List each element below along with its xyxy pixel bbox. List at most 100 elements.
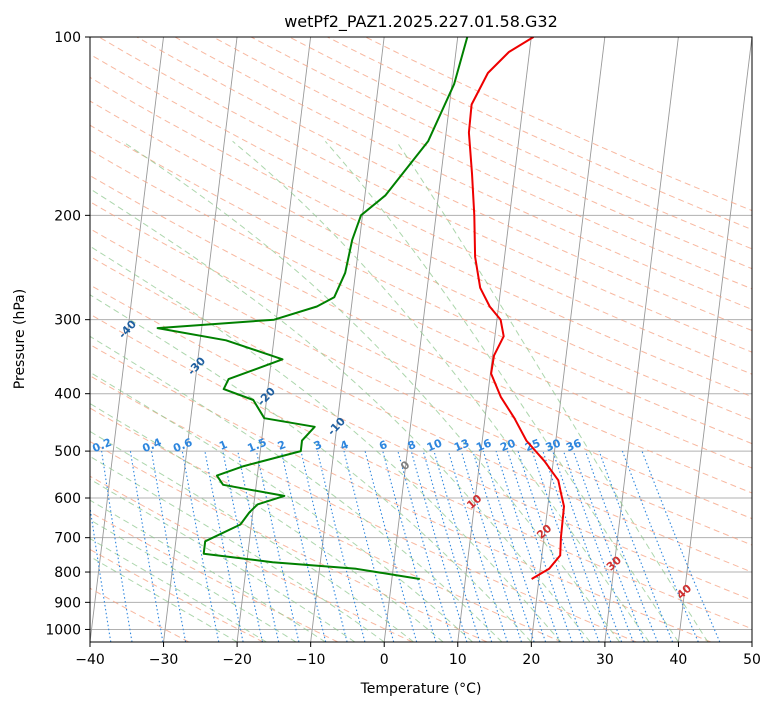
mixing-ratio-label: 13 <box>452 437 471 455</box>
y-tick-label: 200 <box>54 208 81 224</box>
mixing-ratio-line <box>237 450 280 642</box>
moist-adiabat-line <box>90 371 473 642</box>
mixing-ratio-label: 1.5 <box>246 436 269 455</box>
mixing-ratio-line <box>433 450 493 642</box>
y-tick-label: 500 <box>54 444 81 460</box>
moist-adiabat-line <box>90 538 267 642</box>
dry-adiabat-line <box>90 440 488 642</box>
mixing-ratio-label: 2 <box>276 438 288 453</box>
dry-adiabat-line <box>90 124 752 445</box>
moist-adiabat-label: 0 <box>398 458 413 473</box>
dry-adiabat-line <box>90 344 711 642</box>
dry-adiabat-line <box>90 175 752 494</box>
mixing-ratio-line <box>280 450 327 642</box>
isotherm-line <box>751 638 752 642</box>
line-labels: -100-90-80-70-60-50-40-30-20-100.10.20.4… <box>0 230 695 602</box>
mixing-ratio-label: 0.2 <box>91 436 114 455</box>
mixing-ratio-line <box>364 450 418 642</box>
dry-adiabat-line <box>90 53 752 375</box>
mixing-ratio-line <box>482 450 547 642</box>
dry-adiabat-line <box>90 228 752 546</box>
moist-adiabat-line <box>90 245 562 642</box>
x-tick-label: 30 <box>596 652 614 668</box>
dry-adiabat-line <box>90 313 752 630</box>
mixing-ratio-line <box>460 450 523 642</box>
mixing-ratio-line <box>181 451 220 642</box>
x-tick-label: 0 <box>380 652 389 668</box>
dry-adiabat-line <box>90 511 339 642</box>
dry-adiabat-line <box>90 475 413 642</box>
mixing-ratio-line <box>641 450 721 642</box>
mixing-ratio-line <box>495 450 561 642</box>
mixing-ratio-label: 1 <box>217 438 229 453</box>
background-lines <box>90 37 752 642</box>
moist-adiabat-line <box>90 188 591 642</box>
dry-adiabat-line <box>90 284 752 601</box>
mixing-ratio-label: 30 <box>544 436 563 454</box>
dry-adiabat-line <box>90 255 752 573</box>
mixing-ratio-label: 16 <box>474 436 493 454</box>
isotherm-line <box>604 37 679 642</box>
moist-adiabat-label: 40 <box>674 582 694 602</box>
y-tick-label: 400 <box>54 387 81 403</box>
x-tick-label: 40 <box>670 652 688 668</box>
mixing-ratio-label: 10 <box>425 436 444 454</box>
isotherm-label: -20 <box>255 385 278 409</box>
dry-adiabat-line <box>90 76 752 398</box>
mixing-ratio-line <box>150 451 187 642</box>
dry-adiabat-line <box>90 100 752 421</box>
y-axis-label: Pressure (hPa) <box>12 289 28 389</box>
mixing-ratio-line <box>410 450 468 642</box>
y-tick-label: 300 <box>54 313 81 329</box>
dry-adiabat-line <box>90 149 752 469</box>
isotherm-label: -30 <box>185 354 208 378</box>
isotherm-label: -60 <box>0 230 3 254</box>
x-tick-label: 10 <box>449 652 467 668</box>
x-tick-label: 20 <box>522 652 540 668</box>
isotherm-line <box>310 37 385 642</box>
dry-adiabat-line <box>90 407 562 642</box>
temperature-profile <box>467 37 565 580</box>
mixing-ratio-line <box>422 450 481 642</box>
mixing-ratio-line <box>598 450 674 642</box>
mixing-ratio-line <box>584 450 659 642</box>
moist-adiabat-line <box>396 141 709 642</box>
mixing-ratio-line <box>129 451 164 642</box>
mixing-ratio-label: 20 <box>498 436 517 454</box>
mixing-ratio-line <box>101 451 133 642</box>
y-tick-label: 700 <box>54 531 81 547</box>
mixing-ratio-line <box>316 450 366 642</box>
moist-adiabat-label: 10 <box>464 492 484 512</box>
mixing-ratio-label: 3 <box>312 438 324 453</box>
moist-adiabat-label: 20 <box>534 522 554 542</box>
isotherm-line <box>383 37 459 642</box>
mixing-ratio-line <box>542 450 612 642</box>
moist-adiabat-line <box>324 140 679 642</box>
moist-adiabat-line <box>90 499 326 642</box>
dry-adiabat-line <box>289 37 752 250</box>
isotherm-line <box>163 37 238 642</box>
y-tick-label: 800 <box>54 565 81 581</box>
mixing-ratio-label: 0.6 <box>171 436 194 455</box>
dewpoint-profile <box>156 37 469 580</box>
moist-adiabat-line <box>122 140 621 642</box>
mixing-ratio-line <box>255 450 300 642</box>
x-tick-label: −10 <box>296 652 326 668</box>
moist-adiabat-line <box>90 294 532 642</box>
dry-adiabat-line <box>250 37 752 270</box>
isotherm-line <box>677 37 752 642</box>
profiles <box>156 37 565 580</box>
moist-adiabat-line <box>90 478 356 642</box>
dry-adiabat-line <box>174 37 752 311</box>
isotherm-label: -40 <box>116 317 139 341</box>
moist-adiabat-line <box>90 519 297 642</box>
mixing-ratio-line <box>531 450 600 642</box>
mixing-ratio-line <box>472 450 535 642</box>
isotherm-line <box>90 37 164 642</box>
dry-adiabat-line <box>98 37 752 353</box>
mixing-ratio-line <box>621 450 699 642</box>
mixing-ratio-label: 36 <box>564 436 583 454</box>
mixing-ratio-line <box>517 450 585 642</box>
y-tick-label: 600 <box>54 491 81 507</box>
mixing-ratio-line <box>90 503 112 642</box>
